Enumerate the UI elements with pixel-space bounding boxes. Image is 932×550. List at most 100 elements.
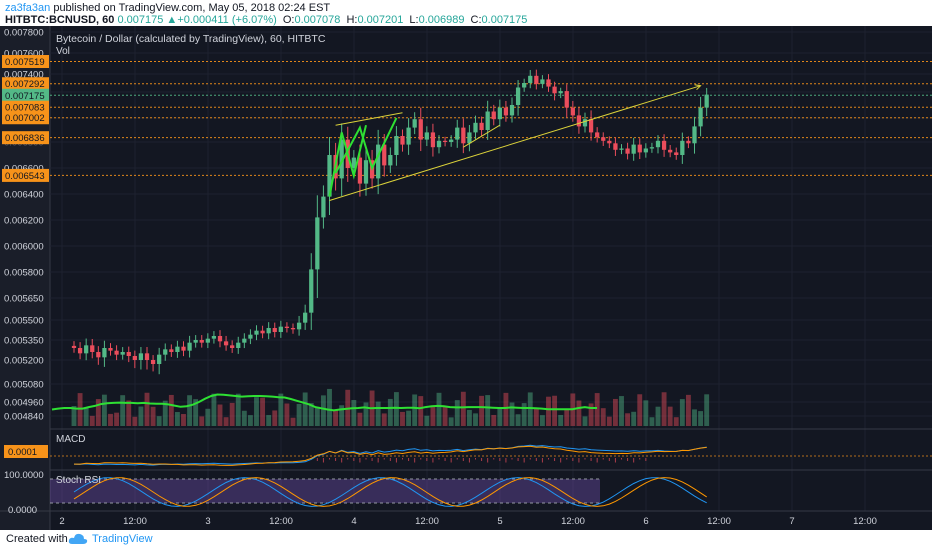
volume-bar — [181, 413, 186, 426]
candle — [412, 119, 417, 128]
price-badge — [2, 168, 49, 182]
candle — [692, 126, 697, 144]
time-tick-label: 12:00 — [561, 516, 585, 527]
level-lines — [50, 61, 932, 176]
volume-bar — [205, 408, 211, 426]
grid-lines — [50, 26, 932, 511]
candle — [382, 144, 387, 166]
volume-bar — [606, 416, 612, 426]
candle — [157, 354, 162, 364]
time-tick-label: 3 — [205, 516, 210, 527]
volume-bar — [199, 416, 205, 426]
volume-bar — [412, 394, 418, 426]
volume-bar — [698, 411, 704, 426]
candle — [436, 140, 442, 148]
time-tick-label: 4 — [351, 516, 356, 527]
volume-bar — [381, 413, 387, 426]
high-label: H: — [346, 14, 358, 26]
candle — [120, 352, 125, 355]
candle — [485, 111, 490, 130]
candle — [187, 342, 192, 351]
candle — [564, 91, 569, 108]
candle — [649, 147, 655, 149]
price-badge — [2, 111, 49, 125]
price-change: +0.000411 (+6.07%) — [177, 14, 277, 26]
candle — [588, 119, 594, 133]
volume-bar — [552, 395, 558, 426]
volume-bar — [126, 400, 132, 426]
price-badge — [2, 88, 49, 102]
candle — [150, 360, 156, 364]
price-badge — [2, 77, 49, 91]
last-price: 0.007175 — [117, 14, 164, 26]
price-badge — [2, 55, 49, 69]
candle — [442, 140, 448, 142]
footer: Created with TradingView — [0, 530, 932, 550]
candle — [424, 132, 429, 140]
rsi-top-label: 100.0000 — [4, 470, 44, 481]
volume-bar — [594, 393, 600, 426]
volume-bar — [393, 392, 399, 426]
price-badge-label: 0.006836 — [5, 133, 45, 144]
volume-bar — [174, 412, 180, 426]
volume-bar — [485, 395, 491, 426]
candle — [71, 345, 77, 348]
close-value: 0.007175 — [481, 14, 528, 26]
volume-bar — [156, 416, 162, 426]
candle — [570, 107, 575, 116]
volume-bar — [375, 401, 381, 426]
volume-bar — [418, 396, 424, 426]
volume-bar — [235, 393, 241, 426]
candle — [582, 119, 588, 127]
volume-bar — [667, 406, 673, 426]
ohlc-line: HITBTC:BCNUSD, 60 0.007175 ▲+0.000411 (+… — [5, 14, 527, 26]
candle — [90, 345, 95, 352]
tradingview-brand[interactable]: TradingView — [92, 533, 153, 545]
low-label: L: — [409, 14, 419, 26]
volume-bar — [442, 406, 448, 426]
volume-bar — [436, 392, 442, 426]
candle — [613, 143, 618, 150]
volume-bar — [241, 410, 247, 426]
volume-bar — [351, 400, 357, 426]
price-tick-label: 0.004960 — [4, 398, 44, 409]
volume-bar — [138, 406, 144, 426]
price-chart[interactable]: 0.0078000.0076000.0074000.0066000.006400… — [0, 26, 932, 530]
candle — [680, 140, 685, 155]
candle — [108, 348, 113, 351]
volume-bar — [83, 407, 89, 426]
macd-label: MACD — [56, 434, 85, 445]
candle — [199, 340, 204, 343]
annotation-arrow — [334, 117, 398, 174]
candle — [449, 139, 454, 142]
volume-bar — [460, 391, 466, 426]
volume-bar — [509, 402, 515, 426]
candle — [327, 155, 332, 197]
time-tick-label: 7 — [789, 516, 794, 527]
candle — [497, 107, 502, 120]
volume-bar — [150, 406, 156, 426]
volume-bar — [539, 415, 545, 426]
volume-bar — [71, 406, 77, 426]
volume-bar — [673, 417, 679, 426]
trend-arrowhead — [694, 84, 702, 91]
author-link[interactable]: za3fa3an — [5, 2, 51, 14]
time-tick-label: 12:00 — [269, 516, 293, 527]
price-badge-label: 0.006543 — [5, 171, 45, 182]
candle — [102, 348, 107, 358]
volume-bar — [612, 398, 618, 426]
created-with-text: Created with — [6, 533, 68, 545]
rsi-bottom-label: 0.0000 — [8, 505, 37, 516]
volume-bar — [466, 409, 472, 426]
stoch-rsi-pane — [50, 477, 707, 507]
volume-bar — [655, 406, 661, 426]
volume-bars — [51, 388, 710, 426]
volume-bar — [692, 409, 697, 426]
volume-bar — [296, 403, 302, 426]
time-tick-label: 2 — [59, 516, 64, 527]
volume-bar — [278, 393, 284, 426]
volume-bar — [533, 408, 539, 426]
candle — [515, 87, 521, 105]
signal-line — [74, 445, 707, 466]
volume-bar — [320, 395, 326, 426]
